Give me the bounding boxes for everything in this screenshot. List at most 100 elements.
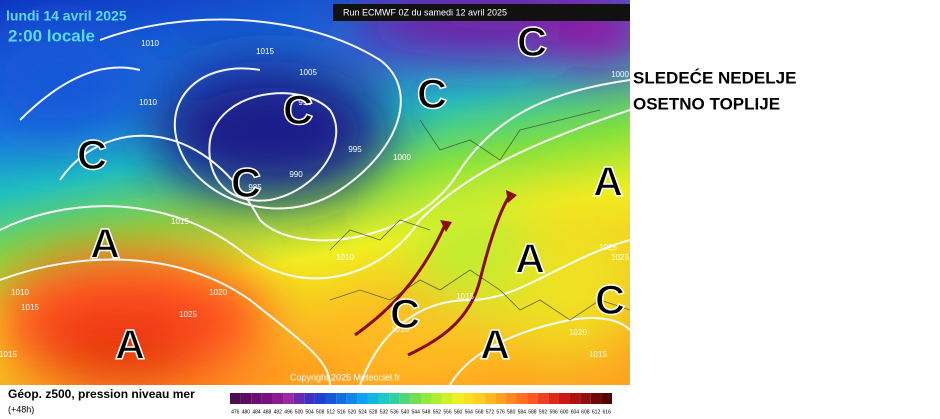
colorbar-label: 552 <box>433 409 442 415</box>
isobar-label: 1025 <box>611 253 629 262</box>
isobar-label: 1015 <box>456 292 474 301</box>
colorbar-swatch <box>410 393 421 404</box>
colorbar-label: 616 <box>603 409 612 415</box>
colorbar-label: 592 <box>539 409 548 415</box>
colorbar-swatch <box>484 393 496 404</box>
colorbar-swatch <box>495 393 506 404</box>
pressure-center: C <box>517 18 547 65</box>
colorbar-label: 596 <box>549 409 558 415</box>
pressure-center: C <box>417 70 447 117</box>
colorbar-label: 536 <box>390 409 399 415</box>
colorbar-label: 556 <box>443 409 452 415</box>
colorbar-label: 568 <box>475 409 484 415</box>
colorbar-label: 608 <box>581 409 590 415</box>
colorbar-label: 564 <box>465 409 474 415</box>
colorbar-swatch <box>590 393 602 404</box>
colorbar-label: 504 <box>305 409 314 415</box>
pressure-center: A <box>515 235 545 282</box>
isobar-label: 1020 <box>569 328 587 337</box>
colorbar-label: 528 <box>369 409 378 415</box>
colorbar-label: 492 <box>274 409 283 415</box>
run-info: Run ECMWF 0Z du samedi 12 avril 2025 <box>343 7 507 17</box>
colorbar-swatch <box>463 393 475 404</box>
colorbar-swatch <box>431 393 443 404</box>
colorbar-swatch <box>601 393 612 404</box>
colorbar-label: 488 <box>263 409 272 415</box>
colorbar-swatch <box>272 393 284 404</box>
colorbar-label: 572 <box>486 409 495 415</box>
colorbar-swatch <box>558 393 570 404</box>
colorbar-label: 548 <box>422 409 431 415</box>
isobar-label: 1010 <box>391 325 409 334</box>
colorbar-label: 476 <box>231 409 240 415</box>
colorbar-label: 512 <box>327 409 336 415</box>
colorbar-label: 576 <box>496 409 505 415</box>
map-time: 2:00 locale <box>8 26 95 45</box>
isobar-label: 1015 <box>21 303 39 312</box>
isobar-label: 1025 <box>599 243 617 252</box>
colorbar-label: 604 <box>571 409 580 415</box>
caption: Géop. z500, pression niveau mer <box>8 387 195 401</box>
colorbar-swatch <box>357 393 368 404</box>
map-date: lundi 14 avril 2025 <box>6 8 127 24</box>
colorbar-label: 560 <box>454 409 463 415</box>
colorbar-swatch <box>314 393 326 404</box>
colorbar-swatch <box>421 393 432 404</box>
isobar-label: 1010 <box>139 98 157 107</box>
colorbar-label: 508 <box>316 409 325 415</box>
colorbar-swatch <box>442 393 453 404</box>
isobar-label: 1025 <box>179 310 197 319</box>
colorbar-swatch <box>325 393 337 404</box>
colorbar-label: 612 <box>592 409 601 415</box>
colorbar-label: 524 <box>358 409 367 415</box>
lead-time: (+48h) <box>8 404 34 414</box>
colorbar-label: 544 <box>412 409 421 415</box>
colorbar-label: 484 <box>252 409 261 415</box>
colorbar-swatch <box>283 393 294 404</box>
colorbar-swatch <box>505 393 517 404</box>
colorbar-swatch <box>346 393 358 404</box>
colorbar-label: 580 <box>507 409 516 415</box>
colorbar-label: 540 <box>401 409 410 415</box>
colorbar-label: 516 <box>337 409 346 415</box>
colorbar-swatch <box>293 393 305 404</box>
pressure-center: C <box>283 86 313 133</box>
colorbar-swatch <box>569 393 581 404</box>
isobar-label: 1015 <box>0 350 17 359</box>
colorbar-label: 600 <box>560 409 569 415</box>
isobar-label: 1010 <box>11 288 29 297</box>
isobar-label: 1020 <box>209 288 227 297</box>
colorbar-swatch <box>251 393 262 404</box>
colorbar-label: 500 <box>295 409 304 415</box>
pressure-center: C <box>390 290 420 337</box>
map <box>0 0 630 385</box>
colorbar-swatch <box>230 393 241 404</box>
colorbar-swatch <box>548 393 559 404</box>
colorbar-label: 520 <box>348 409 357 415</box>
pressure-center: A <box>90 220 120 267</box>
colorbar-swatch <box>367 393 379 404</box>
colorbar-swatch <box>537 393 549 404</box>
headline: SLEDEĆE NEDELJE <box>633 68 796 87</box>
colorbar-swatch <box>336 393 347 404</box>
colorbar-swatch <box>580 393 591 404</box>
isobar-label: 1010 <box>141 39 159 48</box>
colorbar-swatch <box>474 393 485 404</box>
colorbar-swatch <box>452 393 464 404</box>
colorbar-swatch <box>516 393 528 404</box>
isobar-label: 1015 <box>256 47 274 56</box>
isobar-label: 1015 <box>589 350 607 359</box>
colorbar-label: 480 <box>242 409 251 415</box>
map-labels: 1010 1015 1005 1010 995 995 990 985 1000 1000 1015… <box>0 17 629 369</box>
pressure-center: C <box>77 131 107 178</box>
colorbar-swatch <box>378 393 390 404</box>
pressure-center: C <box>595 276 625 323</box>
isobar-label: 990 <box>289 170 303 179</box>
headline: OSETNO TOPLIJE <box>633 94 780 113</box>
colorbar-label: 588 <box>528 409 537 415</box>
isobar-label: 1015 <box>171 217 189 226</box>
isobar-label: 995 <box>298 98 312 107</box>
colorbar-label: 584 <box>518 409 527 415</box>
pressure-center: A <box>480 321 510 368</box>
